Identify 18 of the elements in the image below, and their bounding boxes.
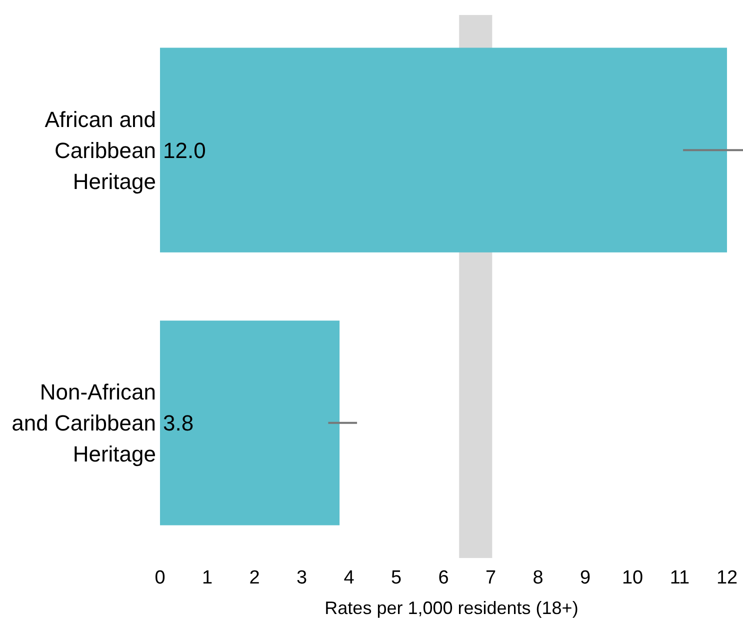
x-tick-label: 12 bbox=[716, 567, 738, 588]
x-axis-title: Rates per 1,000 residents (18+) bbox=[324, 598, 578, 618]
y-tick-label: African and Caribbean Heritage bbox=[44, 106, 156, 194]
x-tick-label: 4 bbox=[344, 567, 355, 588]
x-tick-label: 11 bbox=[670, 567, 690, 588]
x-tick-label: 3 bbox=[296, 567, 308, 588]
x-tick-label: 5 bbox=[390, 567, 402, 588]
x-tick-label: 9 bbox=[580, 567, 591, 588]
y-tick-label: Non-African and Caribbean Heritage bbox=[12, 380, 156, 467]
x-tick-label: 1 bbox=[202, 567, 213, 588]
x-tick-label: 8 bbox=[532, 567, 544, 588]
data-label: 3.8 bbox=[163, 410, 194, 436]
x-tick-label: 0 bbox=[154, 567, 166, 588]
x-tick-label: 10 bbox=[622, 567, 644, 588]
x-tick-label: 6 bbox=[438, 567, 449, 588]
x-tick-label: 2 bbox=[249, 567, 260, 588]
x-tick-label: 7 bbox=[485, 567, 496, 588]
data-label: 12.0 bbox=[163, 138, 206, 163]
